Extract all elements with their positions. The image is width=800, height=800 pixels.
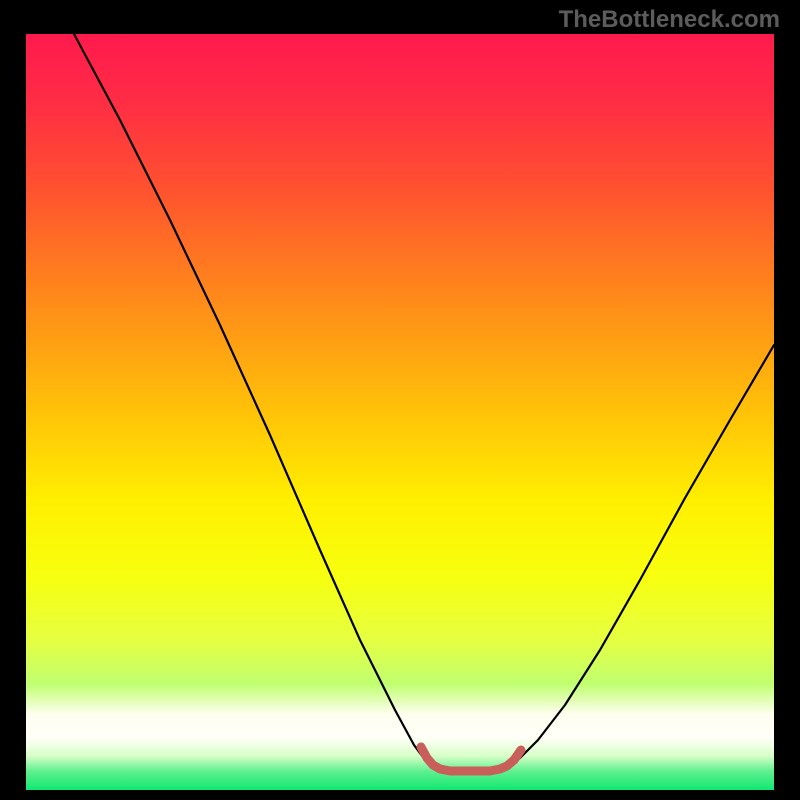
gradient-background [26,34,774,790]
chart-canvas: TheBottleneck.com [0,0,800,800]
frame-border-bottom [0,790,800,800]
watermark-text: TheBottleneck.com [559,6,780,34]
chart-svg [0,0,800,800]
frame-border-right [774,0,800,800]
frame-border-left [0,0,26,800]
